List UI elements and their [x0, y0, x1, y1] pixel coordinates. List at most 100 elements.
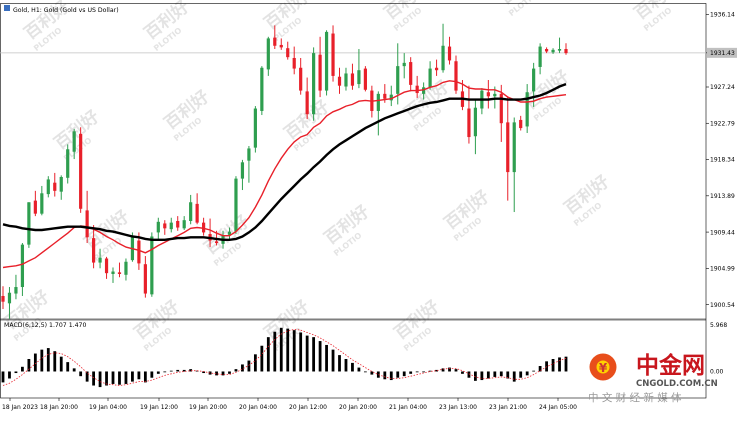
candle-body — [117, 272, 122, 274]
logo-url-text: CNGOLD.COM.CN — [636, 379, 718, 389]
macd-bar — [493, 371, 497, 377]
macd-bar — [150, 371, 154, 378]
candle — [363, 66, 367, 92]
macd-bar — [241, 364, 244, 372]
x-tick-label: 18 Jan 20:00 — [40, 404, 78, 411]
candle — [137, 232, 141, 270]
candle-body — [1, 295, 5, 302]
macd-bar — [474, 371, 477, 381]
candle — [33, 190, 37, 217]
candle-body — [512, 122, 516, 173]
x-tick-label: 23 Jan 13:00 — [439, 404, 477, 411]
candle — [422, 82, 426, 100]
y-tick-label: 1918.34 — [710, 157, 735, 164]
candle-body — [143, 264, 147, 294]
candle — [564, 43, 568, 55]
candle — [396, 43, 400, 105]
macd-bar — [292, 330, 296, 372]
candle — [253, 106, 257, 153]
macd-bar — [228, 371, 231, 374]
macd-bar — [331, 349, 335, 372]
candle-body — [53, 182, 57, 191]
candle — [66, 144, 70, 184]
macd-bar — [506, 371, 510, 379]
macd-bar — [66, 362, 70, 372]
candle-body — [383, 93, 387, 99]
candle-body — [59, 176, 63, 192]
candle — [163, 220, 167, 235]
candle — [247, 146, 251, 183]
macd-bar — [318, 341, 322, 372]
x-tick-label: 20 Jan 20:00 — [339, 404, 377, 411]
candle — [27, 202, 31, 248]
candle — [169, 217, 173, 233]
candle — [525, 84, 529, 133]
candle — [376, 91, 380, 136]
candle — [344, 67, 348, 91]
candle-body — [350, 73, 355, 86]
candle-body — [124, 261, 128, 275]
candle-body — [195, 203, 199, 223]
candle — [551, 48, 555, 54]
candle — [202, 217, 206, 236]
candle-body — [538, 46, 542, 67]
candle-body — [467, 108, 471, 138]
candle-body — [163, 223, 167, 229]
logo-glyph: ¥ — [599, 361, 608, 375]
macd-bar — [33, 353, 37, 372]
candle — [111, 267, 115, 283]
candle — [53, 172, 57, 197]
candle-body — [557, 49, 562, 51]
candle — [266, 36, 270, 76]
candle — [486, 79, 490, 109]
candle-body — [66, 149, 70, 178]
candle-body — [176, 221, 180, 228]
macd-bar — [428, 370, 432, 372]
candle-body — [357, 70, 361, 85]
candle-body — [564, 49, 568, 54]
macd-bar — [118, 371, 121, 385]
ma-fast-line — [2, 80, 567, 269]
candle-body — [409, 62, 413, 85]
macd-bar — [551, 359, 555, 372]
candle — [1, 286, 5, 310]
macd-bar — [467, 371, 471, 378]
macd-tick-label: 0.00 — [710, 369, 724, 376]
candle — [350, 63, 355, 90]
macd-bar — [448, 367, 451, 372]
candle-body — [324, 31, 329, 91]
candle-body — [234, 178, 238, 232]
ma-slow-line — [2, 82, 567, 242]
candle-body — [441, 45, 445, 71]
macd-bar — [422, 371, 426, 373]
candle-body — [286, 48, 290, 58]
macd-bar — [72, 368, 76, 372]
macd-bar — [461, 371, 464, 374]
candle — [91, 225, 96, 269]
candle-body — [532, 68, 536, 92]
macd-bar — [519, 371, 523, 378]
macd-bar — [8, 371, 11, 379]
symbol-caption: Gold, H1: Gold (Gold vs US Dollar) — [13, 7, 119, 14]
macd-signal-line — [2, 328, 567, 386]
candle — [286, 41, 290, 60]
macd-bar — [344, 359, 348, 372]
macd-bar — [124, 371, 128, 384]
macd-bar — [396, 371, 400, 378]
current-price-tag — [707, 47, 737, 58]
macd-bar — [14, 371, 18, 374]
macd-bar — [260, 345, 264, 372]
macd-bar — [538, 366, 542, 372]
x-tick-label: 23 Jan 21:00 — [489, 404, 527, 411]
macd-bar — [286, 328, 290, 372]
candle — [480, 88, 484, 115]
macd-bar — [409, 371, 413, 374]
macd-bar — [59, 356, 63, 372]
